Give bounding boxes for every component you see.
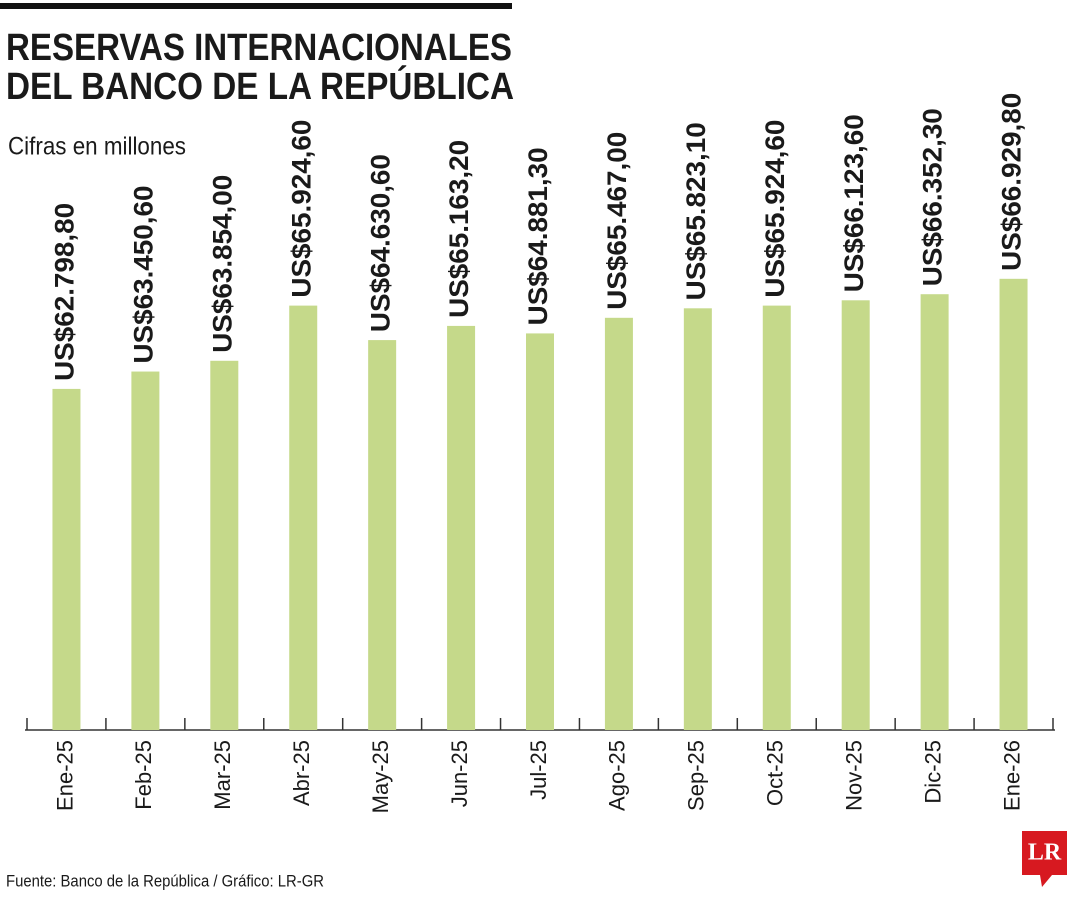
bar bbox=[289, 305, 318, 730]
bar bbox=[526, 333, 554, 730]
bar bbox=[52, 388, 81, 730]
bar bbox=[920, 294, 949, 730]
bar bbox=[841, 300, 870, 730]
value-label: US$66.352,30 bbox=[918, 108, 948, 286]
x-tick-label: Jul-25 bbox=[526, 740, 551, 800]
logo-box bbox=[1022, 831, 1067, 875]
value-label: US$63.854,00 bbox=[207, 175, 237, 353]
x-tick-label: Ene-25 bbox=[52, 740, 77, 811]
x-tick-label: Nov-25 bbox=[842, 740, 867, 811]
logo: LR bbox=[1022, 831, 1067, 887]
bar bbox=[447, 325, 476, 730]
source: Fuente: Banco de la República / Gráfico:… bbox=[6, 871, 324, 890]
chart-title: RESERVAS INTERNACIONALES bbox=[6, 27, 512, 69]
x-tick-label: Ago-25 bbox=[605, 740, 630, 811]
x-tick-label: Feb-25 bbox=[131, 740, 156, 810]
chart-subtitle: Cifras en millones bbox=[8, 133, 186, 161]
value-label: US$62.798,80 bbox=[50, 203, 80, 381]
bar bbox=[999, 278, 1028, 730]
x-tick-label: Ene-26 bbox=[999, 740, 1024, 811]
value-label: US$65.924,60 bbox=[760, 120, 790, 298]
logo-tail bbox=[1040, 875, 1052, 887]
x-tick-label: Mar-25 bbox=[210, 740, 235, 810]
value-label: US$65.823,10 bbox=[681, 122, 711, 300]
bar bbox=[131, 371, 160, 730]
chart-title: DEL BANCO DE LA REPÚBLICA bbox=[6, 64, 514, 108]
bar bbox=[368, 340, 397, 730]
x-tick-label: Dic-25 bbox=[920, 740, 945, 804]
value-label: US$64.881,30 bbox=[523, 147, 553, 325]
bar bbox=[210, 360, 239, 730]
value-label: US$65.163,20 bbox=[444, 140, 474, 318]
value-label: US$66.929,80 bbox=[997, 93, 1027, 271]
top-rule bbox=[0, 3, 512, 9]
bar bbox=[683, 308, 712, 730]
value-label: US$63.450,60 bbox=[129, 186, 159, 364]
x-tick-label: Oct-25 bbox=[763, 740, 788, 806]
value-label: US$64.630,60 bbox=[365, 154, 395, 332]
logo-text: LR bbox=[1028, 840, 1062, 866]
bar bbox=[604, 317, 633, 730]
x-tick-label: May-25 bbox=[368, 740, 393, 813]
value-label: US$65.924,60 bbox=[286, 120, 316, 298]
bar bbox=[762, 305, 791, 730]
x-tick-label: Sep-25 bbox=[684, 740, 709, 811]
value-label: US$65.467,00 bbox=[602, 132, 632, 310]
x-tick-label: Abr-25 bbox=[289, 740, 314, 806]
x-tick-label: Jun-25 bbox=[447, 740, 472, 807]
value-label: US$66.123,60 bbox=[839, 114, 869, 292]
